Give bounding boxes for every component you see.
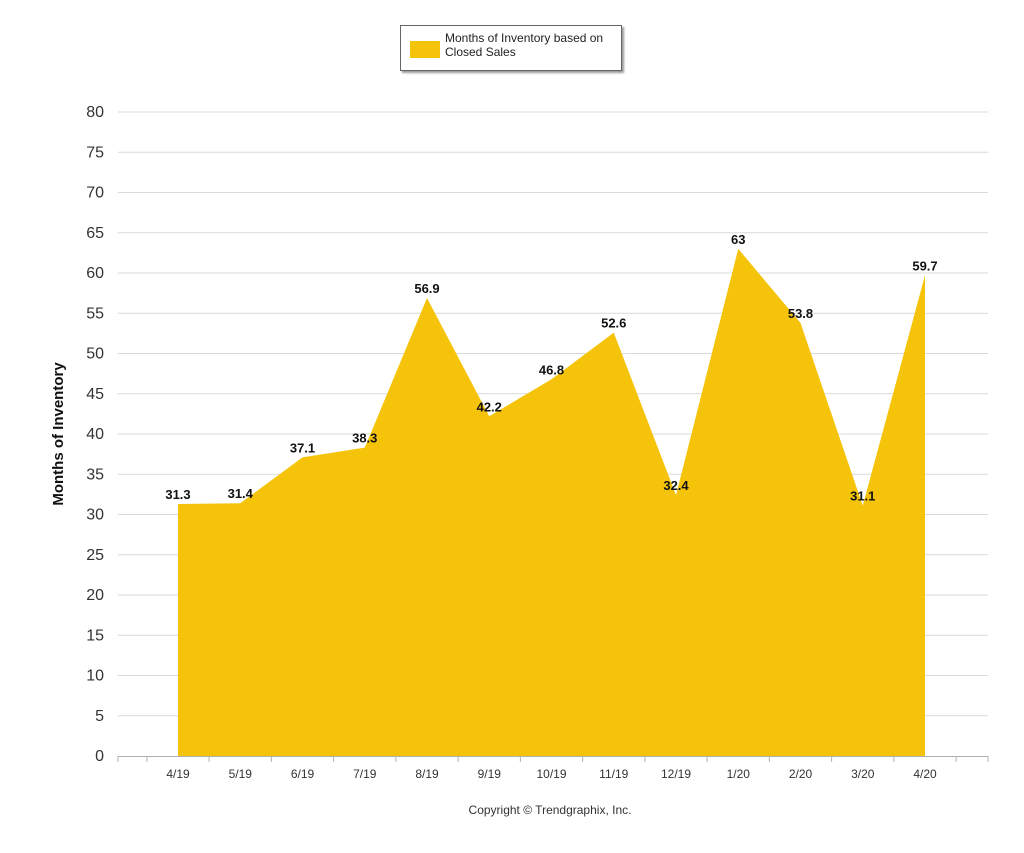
y-tick-label: 10	[86, 668, 104, 685]
data-label: 31.1	[850, 489, 875, 504]
y-tick-label: 40	[86, 426, 104, 443]
copyright-text: Copyright © Trendgraphix, Inc.	[468, 803, 632, 817]
x-tick-label: 12/19	[661, 767, 691, 781]
y-tick-label: 20	[86, 587, 104, 604]
data-label: 42.2	[477, 399, 502, 414]
data-label: 37.1	[290, 440, 315, 455]
x-tick-label: 7/19	[353, 767, 377, 781]
legend-swatch	[410, 41, 440, 58]
y-tick-label: 65	[86, 225, 104, 242]
data-label: 31.4	[228, 486, 254, 501]
x-tick-label: 4/20	[913, 767, 937, 781]
x-tick-label: 1/20	[727, 767, 751, 781]
legend: Months of Inventory based on Closed Sale…	[400, 25, 622, 71]
area-series	[178, 248, 925, 756]
y-tick-label: 50	[86, 346, 104, 363]
y-tick-label: 60	[86, 265, 104, 282]
y-tick-label: 30	[86, 507, 104, 524]
y-tick-label: 80	[86, 104, 104, 121]
data-label: 46.8	[539, 362, 564, 377]
y-tick-label: 35	[86, 466, 104, 483]
y-tick-label: 70	[86, 185, 104, 202]
x-tick-label: 8/19	[415, 767, 439, 781]
y-tick-label: 15	[86, 627, 104, 644]
data-label: 53.8	[788, 306, 813, 321]
data-label: 38.3	[352, 431, 377, 446]
data-labels: 31.3 31.4 37.1 38.3 56.9 42.2 46.8 52.6 32.4 63 53…	[165, 232, 937, 504]
area-fill	[178, 248, 925, 756]
y-axis-title: Months of Inventory	[50, 362, 67, 506]
y-tick-label: 0	[95, 748, 104, 765]
data-label: 31.3	[165, 487, 190, 502]
y-tick-label: 25	[86, 547, 104, 564]
legend-label: Months of Inventory based on Closed Sale…	[445, 31, 604, 59]
data-label: 56.9	[414, 281, 439, 296]
x-tick-label: 11/19	[599, 767, 628, 781]
x-tick-label: 10/19	[536, 767, 566, 781]
data-label: 63	[731, 232, 745, 247]
y-tick-label: 55	[86, 305, 104, 322]
y-tick-label: 5	[95, 708, 104, 725]
data-label: 32.4	[663, 478, 689, 493]
data-label: 59.7	[912, 258, 937, 273]
x-tick-label: 6/19	[291, 767, 315, 781]
y-tick-labels: 0 5 10 15 20 25 30 35 40 45 50 55 60 65 70 75 80	[86, 104, 104, 765]
x-tick-label: 2/20	[789, 767, 813, 781]
x-tick-label: 4/19	[166, 767, 190, 781]
data-label: 52.6	[601, 316, 626, 331]
x-tick-label: 3/20	[851, 767, 875, 781]
axes	[117, 756, 989, 762]
y-tick-label: 45	[86, 386, 104, 403]
x-tick-label: 9/19	[478, 767, 502, 781]
y-tick-label: 75	[86, 144, 104, 161]
x-tick-labels: 4/19 5/19 6/19 7/19 8/19 9/19 10/19 11/19 12/19 1…	[166, 767, 937, 781]
x-tick-label: 5/19	[229, 767, 253, 781]
